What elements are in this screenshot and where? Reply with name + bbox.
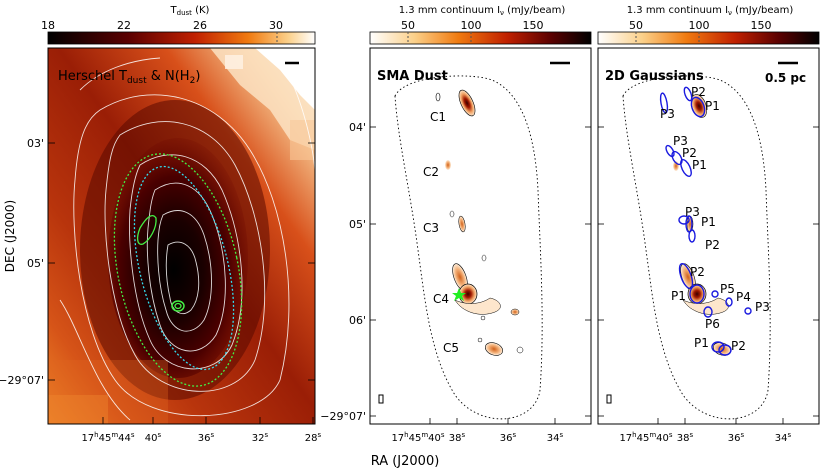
clump-label-c3: C3 — [423, 221, 439, 235]
left-ytick: −29°07' — [0, 374, 44, 387]
middle-ytick: −29°07' — [320, 410, 366, 423]
left-colorbar-title: Tdust (K) — [170, 5, 210, 17]
clump-label-c1: C1 — [430, 110, 446, 124]
right-cb-tick: 150 — [751, 19, 772, 32]
right-xtick: 36s — [728, 431, 745, 444]
right-colorbar-title: 1.3 mm continuum Iν (mJy/beam) — [627, 5, 794, 17]
gaussian-labels: P2 P1 P3 P3 P2 P1 P3 P1 P2 P2 P1 P5 P4 P… — [660, 85, 770, 353]
right-colorbar — [597, 31, 820, 45]
middle-colorbar-title: 1.3 mm continuum Iν (mJy/beam) — [399, 5, 566, 17]
left-xtick: 36s — [198, 431, 215, 444]
middle-xtick: 34s — [547, 431, 564, 444]
c4-p1-label: P1 — [671, 289, 686, 303]
middle-xtick: 36s — [500, 431, 517, 444]
left-cb-tick: 18 — [41, 19, 55, 32]
left-xtick: 17h45m44s — [81, 431, 134, 444]
x-axis-label: RA (J2000) — [371, 454, 440, 469]
c1-p3-label: P3 — [660, 107, 675, 121]
c2-p2-label: P2 — [682, 146, 697, 160]
right-cb-tick: 50 — [629, 19, 643, 32]
middle-cb-tick: 50 — [401, 19, 415, 32]
right-xtick: 17h45m40s — [619, 431, 672, 444]
gaussian-image — [673, 94, 732, 356]
middle-frame — [369, 47, 592, 425]
c4-p6-label: P6 — [705, 317, 720, 331]
left-colorbar — [47, 31, 316, 45]
middle-cb-tick: 100 — [461, 19, 482, 32]
c1-p2-label: P2 — [691, 85, 706, 99]
left-ytick: 05' — [27, 257, 44, 270]
left-panel: Tdust (K) 18 22 26 30 — [0, 5, 322, 444]
middle-ytick: 04' — [349, 121, 366, 134]
middle-panel: 1.3 mm continuum Iν (mJy/beam) 50 100 15… — [320, 5, 592, 469]
y-axis-label: DEC (J2000) — [3, 200, 17, 272]
right-panel-title: 2D Gaussians — [605, 69, 704, 84]
left-cb-tick: 30 — [269, 19, 283, 32]
c3-p3-label: P3 — [685, 205, 700, 219]
cyan-dotted-ellipse — [133, 165, 235, 371]
c4-p5-label: P5 — [720, 282, 735, 296]
c5-p1-label: P1 — [694, 336, 709, 350]
sma-sources — [435, 89, 524, 356]
c2-p1-label: P1 — [692, 158, 707, 172]
c3-p1-label: P1 — [701, 215, 716, 229]
beam-marker — [606, 394, 612, 404]
star-marker — [452, 288, 466, 301]
left-xtick: 32s — [252, 431, 269, 444]
right-cb-tick: 100 — [689, 19, 710, 32]
left-ytick: 03' — [27, 137, 44, 150]
left-frame — [47, 47, 316, 425]
right-panel: 1.3 mm continuum Iν (mJy/beam) 50 100 15… — [597, 5, 820, 444]
middle-ytick: 06' — [349, 314, 366, 327]
right-xtick: 38s — [677, 431, 694, 444]
middle-panel-title: SMA Dust — [377, 69, 448, 84]
middle-colorbar — [369, 31, 592, 45]
left-panel-title: Herschel Tdust & N(H2) — [58, 69, 200, 86]
left-xtick: 40s — [145, 431, 162, 444]
middle-xtick: 17h45m40s — [391, 431, 444, 444]
middle-ytick: 05' — [349, 218, 366, 231]
left-heatmap — [48, 48, 315, 424]
c5-p2-label: P2 — [731, 339, 746, 353]
beam-marker — [378, 394, 384, 404]
c4-p2-label: P2 — [690, 265, 705, 279]
c3-p2-label: P2 — [705, 238, 720, 252]
scalebar-label: 0.5 pc — [765, 71, 806, 85]
c4-p3-label: P3 — [755, 300, 770, 314]
left-xtick: 28s — [305, 431, 322, 444]
left-cb-tick: 26 — [193, 19, 207, 32]
c4-p4-label: P4 — [736, 290, 751, 304]
middle-xtick: 38s — [449, 431, 466, 444]
green-dotted-ellipse — [113, 153, 243, 387]
clump-label-c4: C4 — [433, 292, 449, 306]
right-xtick: 34s — [775, 431, 792, 444]
clump-label-c2: C2 — [423, 165, 439, 179]
right-frame — [597, 47, 820, 425]
gaussian-fits — [659, 86, 752, 356]
clump-label-c5: C5 — [443, 341, 459, 355]
middle-cb-tick: 150 — [523, 19, 544, 32]
c2-p3-label: P3 — [673, 134, 688, 148]
left-cb-tick: 22 — [117, 19, 131, 32]
c1-p1-label: P1 — [705, 99, 720, 113]
